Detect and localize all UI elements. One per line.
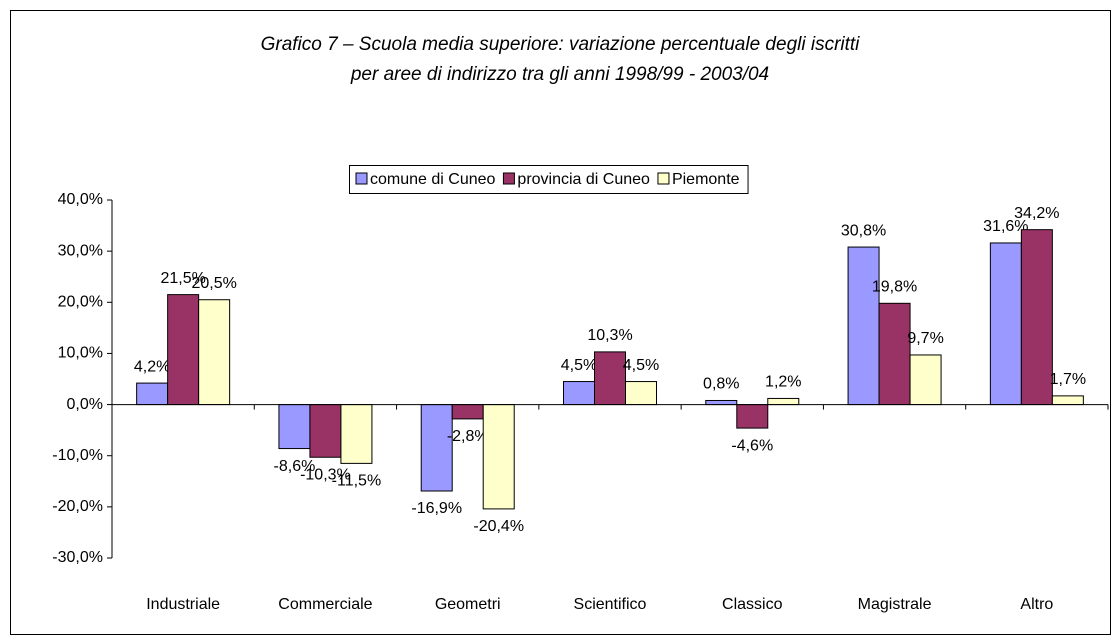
y-tick-label: 20,0% xyxy=(58,294,103,311)
data-label: 20,5% xyxy=(191,275,236,292)
data-label: -20,4% xyxy=(473,518,524,535)
chart-title: per aree di indirizzo tra gli anni 1998/… xyxy=(350,64,769,85)
x-tick-label: Commerciale xyxy=(278,596,372,613)
data-label: -11,5% xyxy=(332,473,382,490)
bar xyxy=(340,404,373,464)
x-tick-label: Magistrale xyxy=(858,596,932,613)
x-tick-label: Altro xyxy=(1020,596,1053,613)
data-label: -8,6% xyxy=(274,458,316,475)
bar xyxy=(482,404,515,510)
bar xyxy=(451,404,484,420)
bar xyxy=(736,404,769,429)
y-tick-label: -30,0% xyxy=(52,549,103,566)
data-label: 10,3% xyxy=(587,327,632,344)
y-tick-label: 10,0% xyxy=(58,345,103,362)
bar xyxy=(878,302,911,406)
bar xyxy=(594,351,626,406)
data-label: 1,2% xyxy=(765,374,801,391)
data-label: 31,6% xyxy=(983,218,1028,235)
bar xyxy=(563,381,595,406)
data-label: 4,5% xyxy=(561,357,597,374)
bar xyxy=(1051,395,1084,406)
bar xyxy=(989,242,1022,406)
y-tick-label: -10,0% xyxy=(52,447,103,464)
data-label: 34,2% xyxy=(1014,205,1059,222)
bar xyxy=(136,382,169,406)
legend-label: comune di Cuneo xyxy=(370,171,496,188)
legend-box xyxy=(349,165,749,194)
legend-swatch xyxy=(657,172,670,185)
x-tick-label: Scientifico xyxy=(574,596,647,613)
bar xyxy=(309,404,342,458)
legend-swatch xyxy=(355,172,368,185)
bar xyxy=(625,381,657,406)
y-tick-label: 30,0% xyxy=(58,242,103,259)
bar xyxy=(705,399,738,406)
data-label: 19,8% xyxy=(872,279,917,296)
legend-swatch xyxy=(502,172,515,185)
x-tick-label: Classico xyxy=(722,596,783,613)
bar xyxy=(420,404,453,492)
data-label: -2,8% xyxy=(447,428,489,445)
data-label: -16,9% xyxy=(411,500,462,517)
data-label: 9,7% xyxy=(907,330,943,347)
bar xyxy=(767,397,800,406)
bar xyxy=(278,404,311,450)
data-label: 30,8% xyxy=(841,222,886,239)
bar xyxy=(1020,229,1053,406)
data-label: 0,8% xyxy=(703,376,739,393)
legend-label: provincia di Cuneo xyxy=(517,171,650,188)
data-label: 1,7% xyxy=(1050,371,1086,388)
y-tick-label: 0,0% xyxy=(67,396,103,413)
chart-title: Grafico 7 – Scuola media superiore: vari… xyxy=(261,34,861,55)
data-label: 4,5% xyxy=(623,357,659,374)
bar xyxy=(909,354,942,406)
legend-label: Piemonte xyxy=(672,171,740,188)
data-label: 21,5% xyxy=(160,270,205,287)
y-tick-label: 40,0% xyxy=(58,191,103,208)
data-label: 4,2% xyxy=(134,358,170,375)
bar xyxy=(847,246,880,406)
bar xyxy=(198,299,231,406)
y-tick-label: -20,0% xyxy=(52,498,103,515)
data-label: -4,6% xyxy=(731,437,773,454)
data-label: -10,3% xyxy=(300,466,351,483)
bar xyxy=(167,294,200,406)
x-tick-label: Geometri xyxy=(435,596,501,613)
x-tick-label: Industriale xyxy=(146,596,220,613)
